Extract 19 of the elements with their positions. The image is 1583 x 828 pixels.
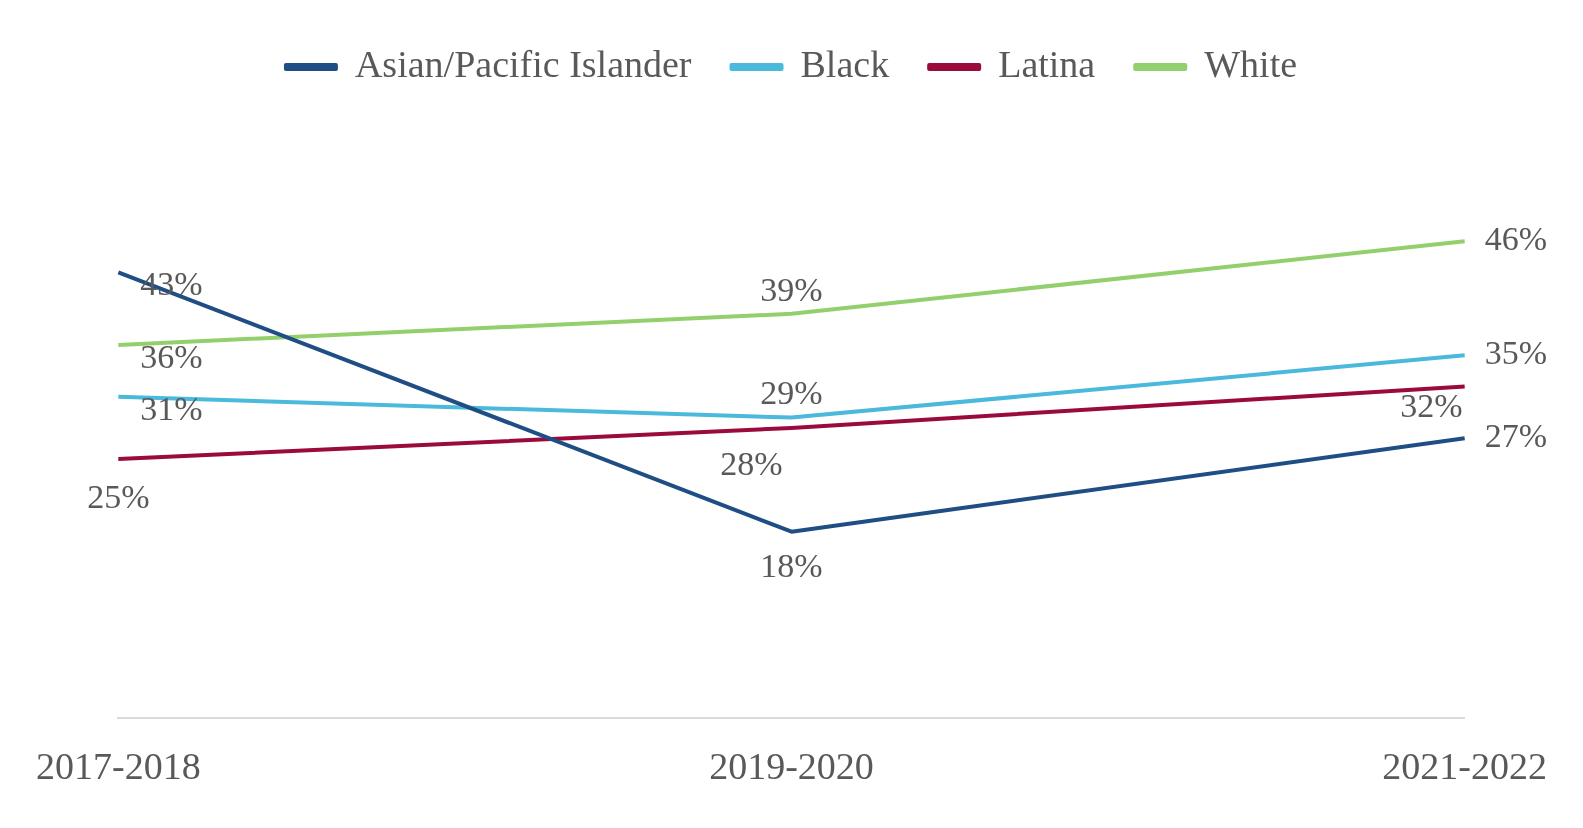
legend-label: Asian/Pacific Islander (354, 42, 692, 85)
data-label: 29% (760, 374, 823, 412)
data-label: 18% (760, 546, 823, 584)
legend-label: White (1204, 42, 1298, 85)
data-label: 28% (720, 444, 783, 482)
x-tick-label: 2017-2018 (36, 745, 201, 788)
data-label: 31% (140, 389, 203, 427)
legend-label: Black (800, 42, 890, 85)
legend-label: Latina (998, 42, 1096, 85)
x-tick-label: 2019-2020 (709, 745, 874, 788)
data-label: 39% (760, 270, 823, 308)
data-label: 46% (1484, 220, 1547, 258)
data-label: 32% (1400, 387, 1463, 425)
x-tick-label: 2021-2022 (1382, 745, 1547, 788)
data-label: 27% (1484, 417, 1547, 455)
data-label: 35% (1484, 334, 1547, 372)
data-label: 43% (140, 265, 203, 303)
data-label: 25% (87, 477, 150, 515)
data-label: 36% (140, 337, 203, 375)
